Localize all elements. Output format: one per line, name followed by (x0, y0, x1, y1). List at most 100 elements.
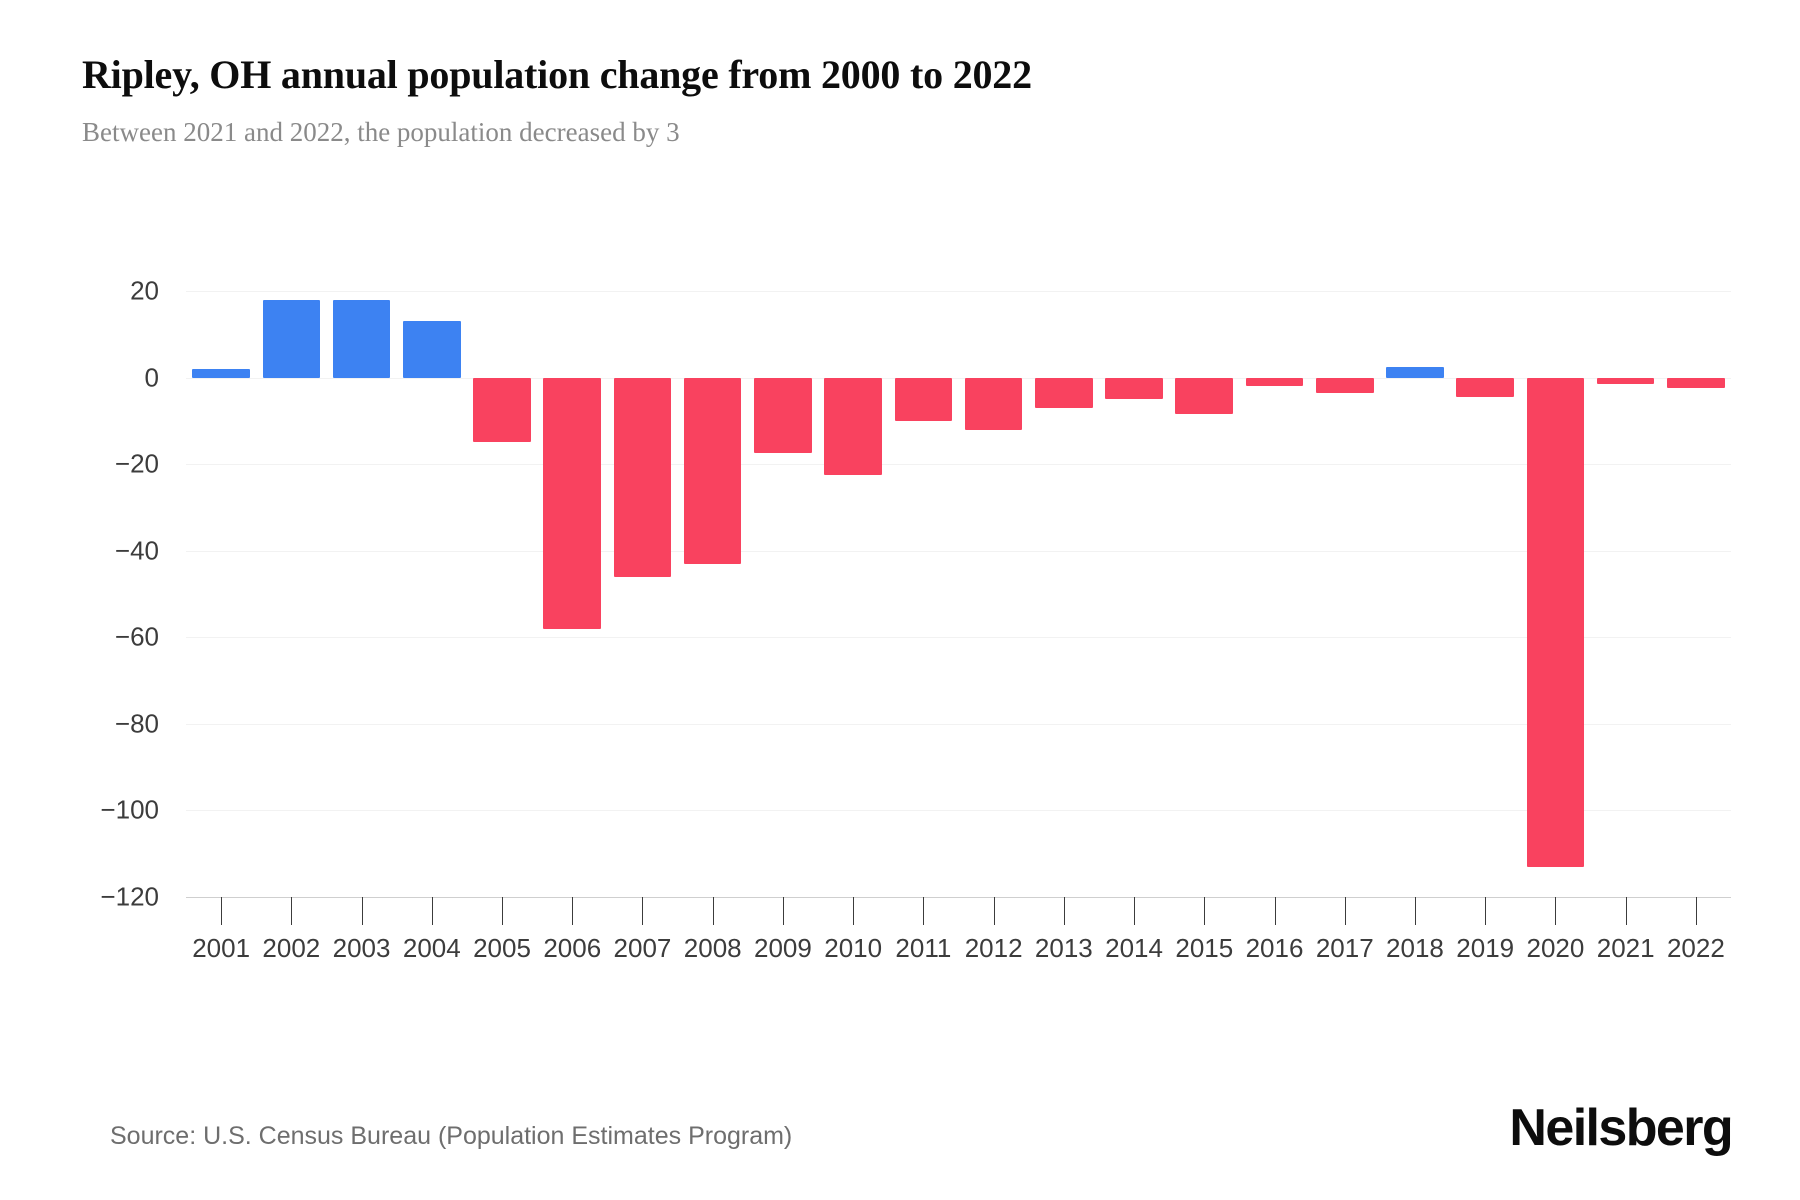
bar-2004[interactable] (402, 321, 461, 378)
bar-2014[interactable] (1105, 377, 1163, 400)
bar-2017[interactable] (1315, 377, 1374, 393)
y-axis-tick-label: −40 (114, 535, 159, 566)
bar-2010[interactable] (824, 377, 882, 475)
bar-2021[interactable] (1596, 377, 1655, 385)
bar-slot[interactable] (1520, 291, 1590, 897)
bar-slot[interactable] (1661, 291, 1731, 897)
bar-2013[interactable] (1035, 377, 1093, 408)
gridline (186, 377, 1731, 379)
x-axis-tick-label: 2019 (1456, 933, 1515, 963)
bar-slot[interactable] (1450, 291, 1520, 897)
x-axis-tick-label: 2010 (824, 933, 883, 963)
x-axis-tick-label: 2004 (402, 933, 461, 963)
bar-slot[interactable] (256, 291, 326, 897)
x-axis-tick-label: 2007 (613, 933, 672, 963)
bar-2003[interactable] (332, 299, 391, 378)
brand-logo: Neilsberg (1509, 1099, 1733, 1157)
x-axis-tickmark (993, 897, 995, 925)
x-axis-tickmark (431, 897, 433, 925)
x-axis-tickmark (1274, 897, 1276, 925)
x-axis-tick-label: 2014 (1105, 933, 1163, 963)
bar-slot[interactable] (1029, 291, 1099, 897)
bar-2007[interactable] (613, 377, 672, 577)
bar-slot[interactable] (1591, 291, 1661, 897)
x-axis-tick-label: 2006 (543, 933, 602, 963)
x-axis: 2001 2002 2003 2004 2005 2006 2007 2008 2009 2010… (186, 897, 1731, 1017)
bar-slot[interactable] (1099, 291, 1169, 897)
bar-2018[interactable] (1386, 366, 1444, 378)
bar-slot[interactable] (607, 291, 677, 897)
x-axis-tickmark (572, 897, 574, 925)
x-axis-tickmark (1695, 897, 1697, 925)
x-axis-tickmark (221, 897, 223, 925)
chart-footer: Source: U.S. Census Bureau (Population E… (0, 1050, 1800, 1200)
bar-slot[interactable] (1380, 291, 1450, 897)
bar-2012[interactable] (964, 377, 1023, 430)
bar-2020[interactable] (1526, 377, 1585, 867)
y-axis-tick-label: −80 (114, 708, 159, 739)
bar-slot[interactable] (397, 291, 467, 897)
x-axis-tick-label: 2015 (1175, 933, 1234, 963)
x-axis-tickmark (1414, 897, 1416, 925)
bar-2022[interactable] (1667, 377, 1725, 389)
bar-slot[interactable] (678, 291, 748, 897)
bar-slot[interactable] (818, 291, 888, 897)
x-axis-tick-label: 2018 (1386, 933, 1444, 963)
x-axis-tickmark (291, 897, 293, 925)
bar-slot[interactable] (186, 291, 256, 897)
bar-slot[interactable] (1239, 291, 1309, 897)
y-axis-tick-label: −100 (100, 794, 159, 825)
bar-2006[interactable] (543, 377, 602, 629)
y-axis-tick-label: 20 (130, 275, 159, 306)
bar-slot[interactable] (748, 291, 818, 897)
bar-2002[interactable] (262, 299, 321, 378)
gridline (186, 637, 1731, 639)
gridline (186, 897, 1731, 898)
bar-2019[interactable] (1456, 377, 1514, 398)
bar-2011[interactable] (894, 377, 953, 421)
gridline (186, 291, 1731, 292)
x-axis-tickmark (1204, 897, 1206, 925)
bar-2001[interactable] (192, 368, 250, 378)
gridline (186, 723, 1731, 725)
x-axis-tickmark (782, 897, 784, 925)
page-title: Ripley, OH annual population change from… (82, 52, 1032, 97)
x-axis-tick-label: 2001 (192, 933, 251, 963)
x-axis-tick-label: 2020 (1526, 933, 1585, 963)
x-axis-tick-label: 2011 (895, 933, 952, 963)
gridline (186, 810, 1731, 812)
x-axis-tickmark (853, 897, 855, 925)
x-axis-tickmark (1485, 897, 1487, 925)
x-axis-tickmark (642, 897, 644, 925)
x-axis-tick-label: 2017 (1315, 933, 1374, 963)
bar-2016[interactable] (1245, 377, 1304, 387)
x-axis-tickmark (361, 897, 363, 925)
x-axis-tick-label: 2002 (262, 933, 321, 963)
bar-slot[interactable] (1310, 291, 1380, 897)
x-axis-tick-label: 2009 (754, 933, 812, 963)
x-axis-tick-label: 2013 (1034, 933, 1093, 963)
bar-slot[interactable] (326, 291, 396, 897)
x-axis-tickmark (1344, 897, 1346, 925)
bar-slot[interactable] (537, 291, 607, 897)
x-axis-tickmark (1063, 897, 1065, 925)
x-axis-tickmark (923, 897, 925, 925)
bar-slot[interactable] (959, 291, 1029, 897)
x-axis-tick-label: 2003 (332, 933, 391, 963)
chart-header: Ripley, OH annual population change from… (82, 52, 1722, 148)
y-axis: 20 0 −20 −40 −60 −80 −100 −120 (0, 276, 160, 912)
bar-slot[interactable] (1169, 291, 1239, 897)
bar-slot[interactable] (888, 291, 958, 897)
x-axis-tick-label: 2008 (683, 933, 742, 963)
x-axis-tickmark (1625, 897, 1627, 925)
bar-2009[interactable] (754, 377, 812, 454)
x-axis-tick-label: 2005 (473, 933, 531, 963)
x-axis-tick-label: 2016 (1245, 933, 1304, 963)
bar-2015[interactable] (1175, 377, 1234, 415)
x-axis-tickmark (712, 897, 714, 925)
bar-2005[interactable] (473, 377, 531, 443)
bar-slot[interactable] (467, 291, 537, 897)
bar-2008[interactable] (683, 377, 742, 564)
